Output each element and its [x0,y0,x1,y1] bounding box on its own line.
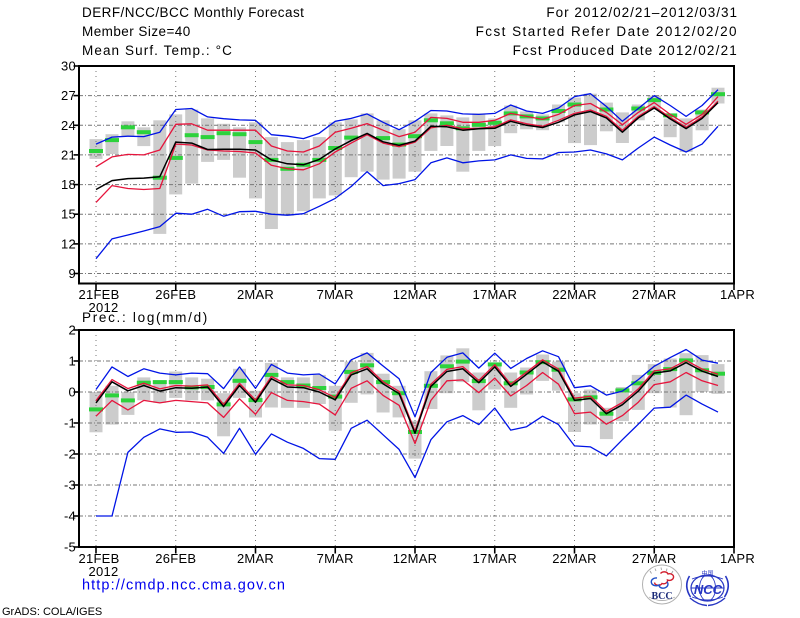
svg-text:26FEB: 26FEB [155,551,196,566]
svg-text:18: 18 [61,177,76,192]
svg-text:中国: 中国 [701,570,713,578]
svg-text:7MAR: 7MAR [317,551,354,566]
svg-text:1APR: 1APR [720,287,755,302]
svg-text:-1: -1 [64,416,76,431]
svg-text:NCC: NCC [694,582,723,597]
svg-text:-3: -3 [64,478,76,493]
svg-text:DERF/NCC/BCC Monthly Forecast: DERF/NCC/BCC Monthly Forecast [82,5,304,20]
svg-text:12: 12 [61,236,76,251]
svg-text:http://cmdp.ncc.cma.gov.cn: http://cmdp.ncc.cma.gov.cn [82,578,286,594]
svg-text:BCC: BCC [651,591,672,602]
svg-text:2MAR: 2MAR [237,287,274,302]
svg-text:21FEB: 21FEB [79,287,120,302]
svg-text:21FEB: 21FEB [79,551,120,566]
svg-text:27MAR: 27MAR [632,551,677,566]
svg-text:Prec.: log(mm/d): Prec.: log(mm/d) [82,310,209,325]
svg-text:Fcst Produced Date 2012/02/21: Fcst Produced Date 2012/02/21 [513,43,738,58]
svg-text:2: 2 [69,323,76,338]
svg-text:30: 30 [61,59,76,74]
svg-text:7MAR: 7MAR [317,287,354,302]
svg-text:15: 15 [61,207,76,222]
svg-text:1: 1 [69,354,76,369]
svg-text:Member Size=40: Member Size=40 [82,24,191,39]
svg-text:12MAR: 12MAR [393,551,438,566]
svg-text:-2: -2 [64,447,76,462]
svg-text:22MAR: 22MAR [552,287,597,302]
svg-text:-4: -4 [64,509,76,524]
svg-text:2MAR: 2MAR [237,551,274,566]
svg-text:17MAR: 17MAR [472,551,517,566]
svg-text:27MAR: 27MAR [632,287,677,302]
svg-text:-5: -5 [64,540,76,555]
svg-text:2012: 2012 [89,564,119,579]
svg-text:Mean Surf. Temp.: °C: Mean Surf. Temp.: °C [82,43,233,58]
svg-text:Fcst Started Refer Date 2012/0: Fcst Started Refer Date 2012/02/20 [476,24,738,39]
svg-text:24: 24 [61,118,76,133]
svg-text:9: 9 [69,266,76,281]
svg-text:22MAR: 22MAR [552,551,597,566]
svg-text:0: 0 [69,385,76,400]
svg-text:1APR: 1APR [720,551,755,566]
svg-text:21: 21 [61,147,76,162]
svg-text:GrADS: COLA/IGES: GrADS: COLA/IGES [2,606,102,618]
svg-text:2012: 2012 [89,300,119,315]
svg-text:17MAR: 17MAR [472,287,517,302]
svg-text:26FEB: 26FEB [155,287,196,302]
svg-text:27: 27 [61,88,76,103]
svg-text:12MAR: 12MAR [393,287,438,302]
svg-text:For 2012/02/21–2012/03/31: For 2012/02/21–2012/03/31 [546,5,738,20]
